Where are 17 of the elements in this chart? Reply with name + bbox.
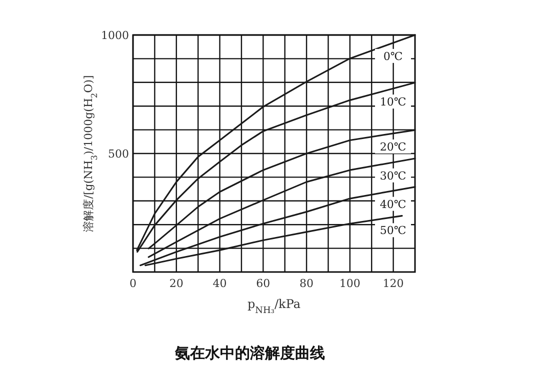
y-tick-label: 500 [108, 148, 129, 160]
x-axis-title: p$_{NH₃}$/kPa [247, 297, 301, 316]
x-tick-label: 120 [382, 277, 404, 290]
x-tick-label: 0 [130, 277, 136, 290]
series-label: 20℃ [380, 140, 406, 154]
text: 氨在水中的溶解度曲线 [174, 344, 325, 362]
x-tick-label: 20 [169, 277, 184, 290]
series-label: 0℃ [383, 50, 403, 63]
series-label: 50℃ [380, 224, 406, 238]
x-tick-label: 100 [339, 277, 360, 290]
x-tick-label: 80 [300, 277, 314, 290]
x-tick-label: 40 [212, 277, 227, 290]
series-label: 40℃ [380, 198, 406, 211]
series-label: 10℃ [380, 96, 406, 109]
x-tick-label: 60 [256, 277, 270, 290]
y-tick-label: 1000 [101, 29, 129, 42]
series-label: 30℃ [380, 169, 406, 182]
